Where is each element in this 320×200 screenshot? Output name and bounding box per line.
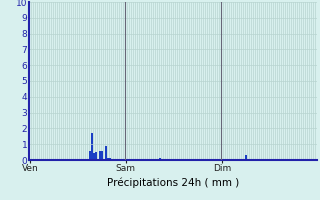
Bar xyxy=(99,151,101,160)
Bar xyxy=(89,151,91,160)
Bar xyxy=(161,159,163,160)
Bar xyxy=(101,151,103,160)
Bar xyxy=(93,153,95,160)
Bar xyxy=(95,152,97,160)
Bar xyxy=(107,158,109,160)
X-axis label: Précipitations 24h ( mm ): Précipitations 24h ( mm ) xyxy=(107,177,239,188)
Bar xyxy=(91,133,93,160)
Bar xyxy=(159,158,161,160)
Bar xyxy=(105,146,107,160)
Bar xyxy=(109,158,111,160)
Bar xyxy=(245,155,247,160)
